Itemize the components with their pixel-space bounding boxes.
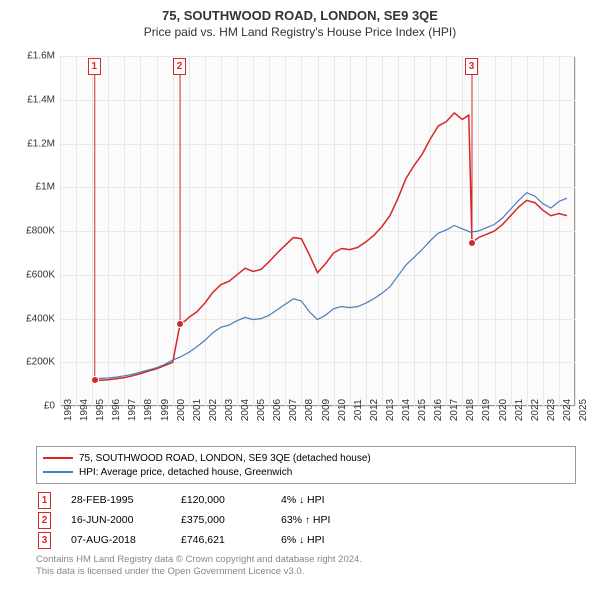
event-date: 07-AUG-2018: [71, 534, 181, 546]
y-tick-label: £400K: [5, 313, 55, 324]
x-tick-label: 2019: [481, 399, 492, 421]
event-price: £120,000: [181, 494, 281, 506]
y-tick-label: £1.4M: [5, 94, 55, 105]
footer-line2: This data is licensed under the Open Gov…: [36, 566, 362, 578]
chart-area: 123 £0£200K£400K£600K£800K£1M£1.2M£1.4M£…: [60, 56, 575, 406]
event-marker-dot: [91, 376, 99, 384]
event-marker-dot: [468, 239, 476, 247]
legend-label: HPI: Average price, detached house, Gree…: [79, 467, 292, 478]
y-tick-label: £1.6M: [5, 51, 55, 62]
x-tick-label: 2011: [353, 399, 364, 421]
event-marker-box: 3: [465, 58, 478, 75]
event-date: 16-JUN-2000: [71, 514, 181, 526]
footer-line1: Contains HM Land Registry data © Crown c…: [36, 554, 362, 566]
x-tick-label: 2007: [288, 399, 299, 421]
x-tick-label: 2009: [321, 399, 332, 421]
y-tick-label: £800K: [5, 226, 55, 237]
chart-subtitle: Price paid vs. HM Land Registry's House …: [0, 23, 600, 43]
x-tick-label: 2001: [192, 399, 203, 421]
y-tick-label: £1M: [5, 182, 55, 193]
x-tick-label: 1997: [127, 399, 138, 421]
x-tick-label: 2020: [498, 399, 509, 421]
x-tick-label: 2002: [208, 399, 219, 421]
legend: 75, SOUTHWOOD ROAD, LONDON, SE9 3QE (det…: [36, 446, 576, 484]
chart-container: 75, SOUTHWOOD ROAD, LONDON, SE9 3QE Pric…: [0, 0, 600, 590]
x-tick-label: 2014: [401, 399, 412, 421]
event-num-box: 2: [38, 512, 51, 529]
x-tick-label: 1999: [160, 399, 171, 421]
event-num-box: 3: [38, 532, 51, 549]
x-tick-label: 2016: [433, 399, 444, 421]
y-tick-label: £1.2M: [5, 138, 55, 149]
x-tick-label: 2004: [240, 399, 251, 421]
event-table: 1 28-FEB-1995£120,0004% ↓ HPI 2 16-JUN-2000…: [36, 490, 576, 550]
event-pct: 6% ↓ HPI: [281, 534, 401, 546]
x-tick-label: 2013: [385, 399, 396, 421]
series-hpi: [92, 193, 567, 379]
x-tick-label: 2023: [546, 399, 557, 421]
x-tick-label: 2008: [304, 399, 315, 421]
x-tick-label: 1996: [111, 399, 122, 421]
event-num-box: 1: [38, 492, 51, 509]
event-date: 28-FEB-1995: [71, 494, 181, 506]
y-tick-label: £0: [5, 401, 55, 412]
x-tick-label: 1995: [95, 399, 106, 421]
event-marker-dot: [176, 320, 184, 328]
legend-row: HPI: Average price, detached house, Gree…: [43, 465, 569, 479]
x-tick-label: 2005: [256, 399, 267, 421]
event-price: £375,000: [181, 514, 281, 526]
legend-swatch: [43, 471, 73, 473]
event-price: £746,621: [181, 534, 281, 546]
x-tick-label: 1998: [143, 399, 154, 421]
x-tick-label: 2022: [530, 399, 541, 421]
x-tick-label: 2015: [417, 399, 428, 421]
x-tick-label: 2017: [449, 399, 460, 421]
x-tick-label: 1993: [63, 399, 74, 421]
x-tick-label: 2021: [514, 399, 525, 421]
x-tick-label: 1994: [79, 399, 90, 421]
y-tick-label: £600K: [5, 269, 55, 280]
event-pct: 63% ↑ HPI: [281, 514, 401, 526]
legend-label: 75, SOUTHWOOD ROAD, LONDON, SE9 3QE (det…: [79, 453, 371, 464]
event-marker-box: 1: [88, 58, 101, 75]
event-pct: 4% ↓ HPI: [281, 494, 401, 506]
x-tick-label: 2003: [224, 399, 235, 421]
event-marker-box: 2: [173, 58, 186, 75]
x-tick-label: 2006: [272, 399, 283, 421]
series-property: [95, 113, 567, 380]
event-row: 2 16-JUN-2000£375,00063% ↑ HPI: [36, 510, 576, 530]
legend-swatch: [43, 457, 73, 459]
x-tick-label: 2025: [578, 399, 589, 421]
legend-row: 75, SOUTHWOOD ROAD, LONDON, SE9 3QE (det…: [43, 451, 569, 465]
event-row: 1 28-FEB-1995£120,0004% ↓ HPI: [36, 490, 576, 510]
chart-lines: [60, 56, 575, 406]
chart-title: 75, SOUTHWOOD ROAD, LONDON, SE9 3QE: [0, 0, 600, 23]
y-tick-label: £200K: [5, 357, 55, 368]
x-tick-label: 2024: [562, 399, 573, 421]
footer: Contains HM Land Registry data © Crown c…: [36, 554, 362, 579]
x-tick-label: 2000: [176, 399, 187, 421]
x-tick-label: 2012: [369, 399, 380, 421]
event-row: 3 07-AUG-2018£746,6216% ↓ HPI: [36, 530, 576, 550]
x-tick-label: 2010: [337, 399, 348, 421]
x-tick-label: 2018: [465, 399, 476, 421]
